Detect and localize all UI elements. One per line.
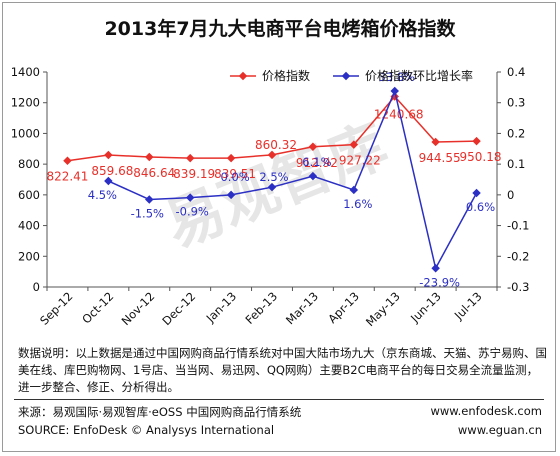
right-tick-label: 0.1: [507, 157, 525, 171]
data-label: 822.41: [46, 170, 88, 184]
data-point-growth: [185, 193, 195, 202]
x-tick-label: Feb-13: [243, 289, 281, 327]
data-label: 912.92: [296, 156, 338, 170]
left-tick-label: 1400: [11, 65, 40, 79]
url-enfodesk: www.enfodesk.com: [430, 404, 542, 418]
data-point-growth: [390, 86, 399, 96]
chart-frame: [2, 2, 556, 452]
data-label: 33.8%: [378, 70, 415, 84]
data-label: 2.5%: [259, 170, 288, 184]
data-point-price: [472, 136, 481, 146]
legend-label: 价格指数环比增长率: [365, 68, 473, 83]
x-tick-label: Dec-12: [159, 289, 198, 328]
data-note: 数据说明：以上数据是通过中国网购商品行情系统对中国大陆市场九大（京东商城、天猫、…: [18, 346, 547, 394]
x-tick-label: Jan-13: [203, 289, 239, 325]
data-label: 927.22: [339, 154, 381, 168]
right-tick-label: -0.1: [507, 219, 529, 233]
data-label: 944.55: [419, 151, 461, 165]
right-tick-label: 0: [507, 188, 514, 202]
data-point-growth: [349, 185, 359, 195]
data-point-growth: [104, 176, 113, 186]
data-point-growth: [308, 171, 318, 181]
right-tick-label: -0.3: [507, 280, 529, 294]
divider-line: [14, 399, 544, 400]
left-tick-label: 800: [18, 157, 40, 171]
data-label: 846.64: [133, 166, 175, 180]
data-point-price: [431, 137, 440, 147]
x-tick-label: Jul-13: [451, 289, 485, 323]
data-point-price: [104, 150, 113, 160]
data-label: 860.32: [255, 138, 297, 152]
data-label: 6.1%: [302, 155, 331, 169]
right-tick-label: 0.2: [507, 126, 525, 140]
data-label: 839.51: [214, 167, 256, 181]
data-point-growth: [267, 182, 277, 192]
data-point-price: [145, 152, 154, 162]
left-tick-label: 0: [33, 280, 40, 294]
data-point-growth: [431, 264, 440, 273]
data-label: 1.6%: [343, 197, 372, 211]
data-label: 950.18: [460, 150, 502, 164]
data-point-price: [267, 150, 277, 160]
data-label: 4.5%: [88, 188, 117, 202]
data-label: 0.6%: [466, 200, 495, 214]
right-tick-label: 0.3: [507, 96, 525, 110]
x-tick-label: Mar-13: [283, 289, 321, 327]
data-point-price: [308, 142, 318, 152]
left-tick-label: 400: [18, 219, 40, 233]
data-label: 839.19: [173, 167, 215, 181]
data-point-growth: [145, 195, 154, 204]
x-tick-label: Nov-12: [119, 289, 158, 328]
data-label: 0.0%: [220, 170, 249, 184]
data-label: -23.9%: [419, 275, 460, 289]
data-point-price: [349, 140, 359, 149]
data-point-growth: [226, 190, 236, 200]
x-tick-label: May-13: [363, 289, 403, 329]
data-point-price: [63, 156, 72, 165]
left-tick-label: 1000: [11, 126, 40, 140]
legend-swatch-marker: [341, 71, 351, 81]
right-tick-label: 0.4: [507, 65, 525, 79]
left-tick-label: 600: [18, 188, 40, 202]
data-point-price: [226, 153, 236, 163]
chart-title: 2013年7月九大电商平台电烤箱价格指数: [104, 18, 456, 40]
x-tick-label: Oct-12: [79, 289, 116, 326]
left-tick-label: 1200: [11, 96, 40, 110]
data-label: -1.5%: [131, 206, 164, 220]
x-tick-label: Apr-13: [325, 289, 362, 326]
series-line-2: [108, 88, 478, 271]
source-en: SOURCE: EnfoDesk © Analysys Internationa…: [18, 423, 275, 437]
x-tick-label: Jun-13: [407, 289, 444, 326]
url-eguan: www.eguan.cn: [457, 423, 542, 437]
data-label: -0.9%: [175, 205, 208, 219]
right-tick-label: -0.2: [507, 249, 529, 263]
legend-label: 价格指数: [262, 68, 310, 83]
data-point-price: [185, 153, 195, 163]
data-label: 859.68: [91, 164, 133, 178]
x-tick-label: Sep-12: [37, 289, 76, 328]
source-cn: 来源：易观国际·易观智库·eOSS 中国网购商品行情系统: [18, 405, 302, 419]
data-point-growth: [472, 188, 481, 198]
left-tick-label: 200: [18, 249, 40, 263]
legend-swatch-marker: [238, 71, 248, 81]
